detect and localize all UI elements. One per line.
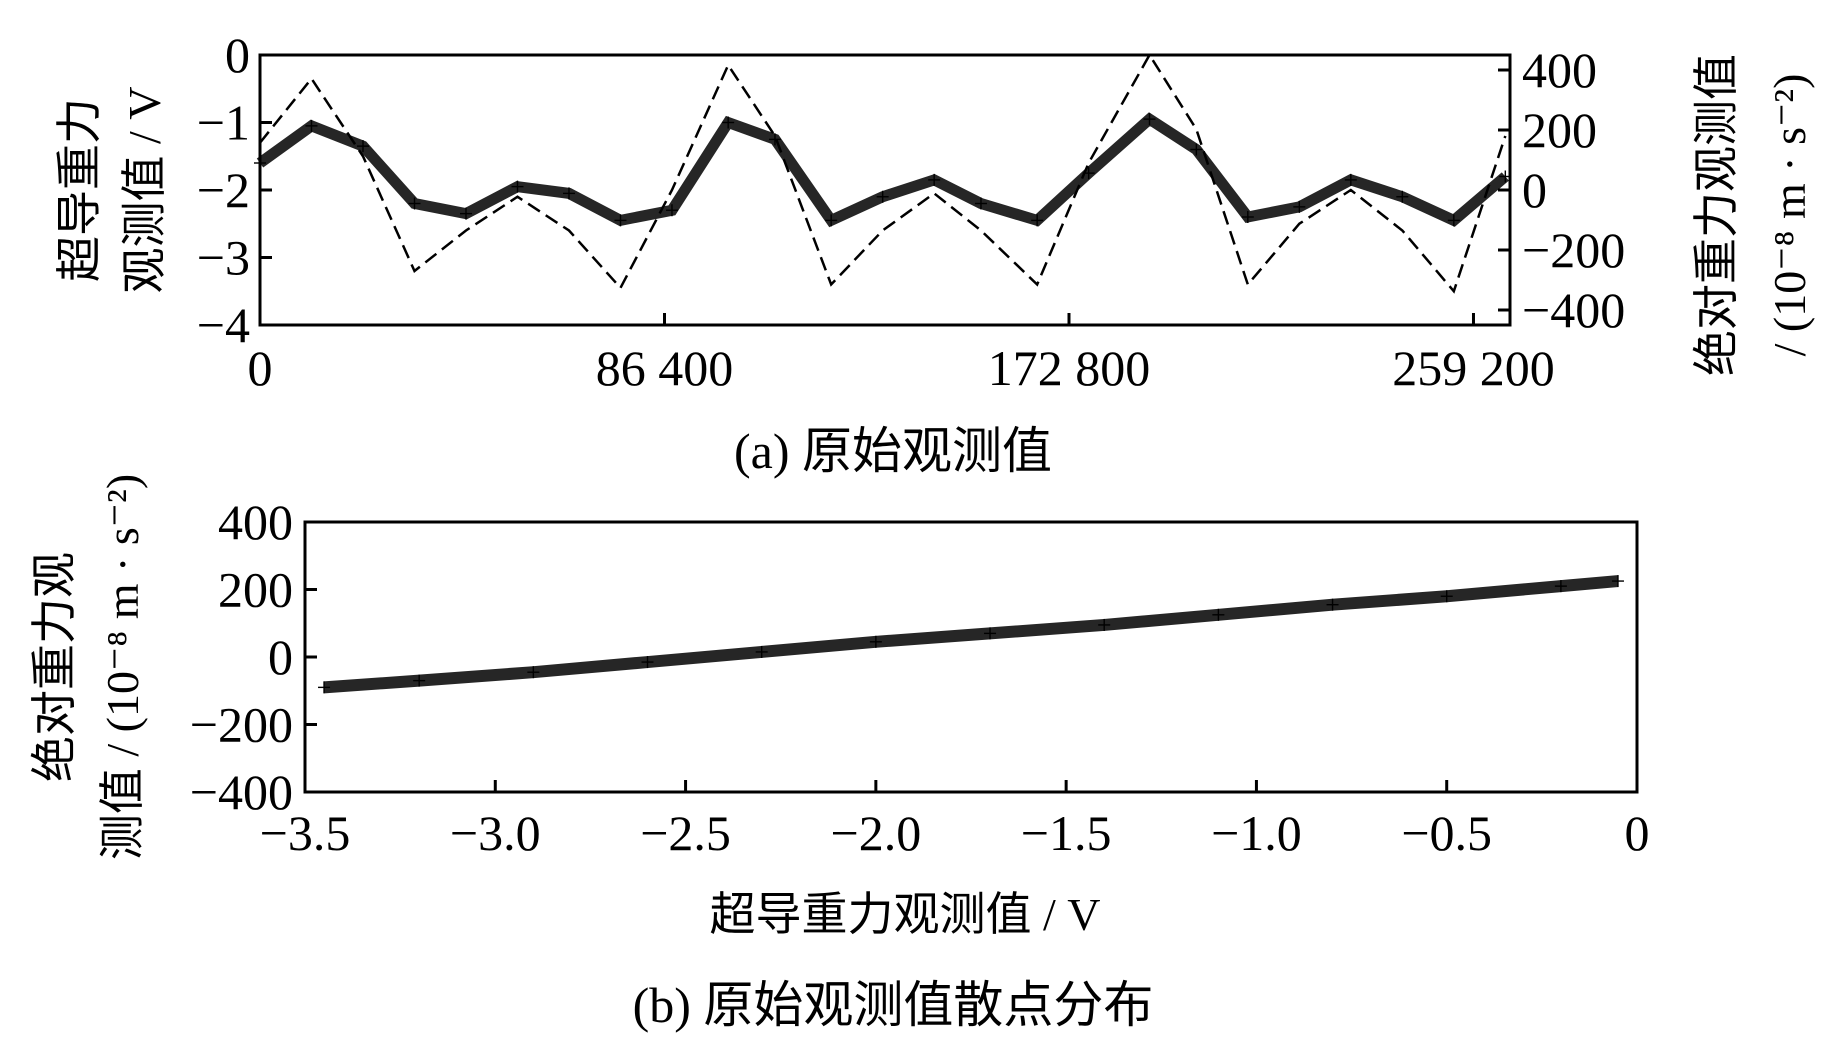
x-tick-label: 86 400 — [596, 340, 734, 396]
y-tick-label: 200 — [218, 562, 293, 618]
point-marker — [614, 214, 627, 227]
point-marker — [356, 140, 369, 153]
y-right-tick-label: 200 — [1522, 102, 1597, 158]
y-right-tick-label: −400 — [1522, 282, 1625, 338]
point-marker — [1143, 113, 1156, 126]
point-marker — [1241, 211, 1254, 223]
scatter-marker — [641, 656, 654, 669]
panel-a-left-ylabel-line2: 观测值 / V — [119, 87, 170, 294]
point-marker — [665, 204, 678, 217]
scatter-marker — [869, 635, 882, 648]
scatter-marker — [1440, 590, 1453, 603]
y-right-tick-label: −200 — [1522, 222, 1625, 278]
panel-a-right-ylabel-line2: / (10⁻⁸ m · s⁻²) — [1764, 74, 1815, 357]
point-marker — [305, 119, 318, 132]
y-tick-label: −400 — [190, 764, 293, 820]
scatter-marker — [1098, 618, 1111, 631]
panel-b-plot-frame — [303, 520, 1639, 794]
scatter-marker — [984, 627, 997, 640]
point-marker — [974, 197, 987, 210]
point-marker — [928, 173, 941, 186]
x-tick-label: 259 200 — [1392, 340, 1555, 396]
point-marker — [1031, 214, 1044, 227]
scatter-marker — [413, 674, 426, 687]
x-tick-label: −3.0 — [450, 805, 541, 861]
x-tick-label: −0.5 — [1401, 805, 1492, 861]
point-marker — [254, 157, 266, 169]
panel-b-x-axis: −3.5 −3.0 −2.5 −2.0 −1.5 −1.0 −0.5 0 — [260, 780, 1650, 861]
x-tick-label: 0 — [248, 340, 273, 396]
scatter-marker — [1212, 608, 1225, 621]
point-marker — [876, 190, 889, 203]
panel-b-y-axis: 400 200 0 −200 −400 — [190, 494, 317, 820]
panel-b-scatter: −3.5 −3.0 −2.5 −2.0 −1.5 −1.0 −0.5 0 400 200 0 −20… — [29, 474, 1650, 1033]
panel-a-time-series: 0 86 400 172 800 259 200 0−1−2−3−4 4002000−… — [54, 27, 1815, 479]
scatter-marker — [1611, 575, 1624, 588]
point-marker — [1396, 190, 1409, 203]
scatter-band — [323, 575, 1619, 694]
scatter-marker — [1554, 580, 1567, 593]
point-marker — [825, 214, 838, 227]
panel-a-x-axis: 0 86 400 172 800 259 200 — [248, 313, 1555, 396]
y-tick-label: 0 — [268, 629, 293, 685]
x-tick-label: −3.5 — [260, 805, 351, 861]
scatter-marker — [318, 681, 331, 694]
x-tick-label: −2.0 — [831, 805, 922, 861]
panel-b-ylabel-line2: 测值 / (10⁻⁸ m · s⁻²) — [97, 474, 148, 860]
y-left-tick-label: −2 — [197, 162, 250, 218]
panel-b-point-series — [318, 575, 1624, 694]
point-marker — [768, 133, 781, 146]
panel-a-left-ylabel-line1: 超导重力 — [54, 98, 105, 282]
point-marker — [1190, 143, 1203, 156]
point-marker — [722, 116, 735, 129]
point-marker — [408, 197, 421, 210]
panel-b-xlabel: 超导重力观测值 / V — [710, 889, 1101, 940]
point-marker — [511, 180, 524, 193]
y-left-tick-label: 0 — [225, 27, 250, 83]
x-tick-label: 0 — [1625, 805, 1650, 861]
point-marker — [1499, 170, 1512, 183]
point-marker — [1344, 173, 1357, 186]
x-tick-label: −2.5 — [640, 805, 731, 861]
point-marker — [1447, 214, 1460, 227]
y-left-tick-label: −3 — [197, 230, 250, 286]
panel-a-dashed-series — [259, 52, 1507, 294]
panel-a-point-series — [254, 112, 1512, 228]
y-left-tick-label: −1 — [197, 95, 250, 151]
point-marker — [562, 187, 575, 200]
x-tick-label: 172 800 — [988, 340, 1151, 396]
dashed-series-line — [259, 52, 1507, 294]
point-marker — [459, 207, 472, 220]
panel-a-caption: (a) 原始观测值 — [734, 423, 1052, 479]
panel-b-caption: (b) 原始观测值散点分布 — [633, 977, 1154, 1033]
y-right-tick-label: 0 — [1522, 162, 1547, 218]
y-right-tick-label: 400 — [1522, 42, 1597, 98]
scatter-marker — [755, 645, 768, 658]
x-tick-label: −1.0 — [1211, 805, 1302, 861]
y-left-tick-label: −4 — [197, 297, 250, 353]
panel-a-right-ylabel-line1: 绝对重力观测值 — [1691, 54, 1742, 376]
x-tick-label: −1.5 — [1021, 805, 1112, 861]
panel-b-ylabel-line1: 绝对重力观 — [29, 552, 80, 782]
point-series-band — [256, 112, 1509, 228]
scatter-marker — [527, 666, 540, 679]
y-tick-label: 400 — [218, 494, 293, 550]
panel-a-left-y-axis: 0 −1 −2 −3 −4 — [197, 27, 272, 353]
y-tick-label: −200 — [190, 697, 293, 753]
scatter-marker — [1326, 598, 1339, 611]
point-marker — [1082, 167, 1095, 180]
point-marker — [1293, 200, 1306, 213]
